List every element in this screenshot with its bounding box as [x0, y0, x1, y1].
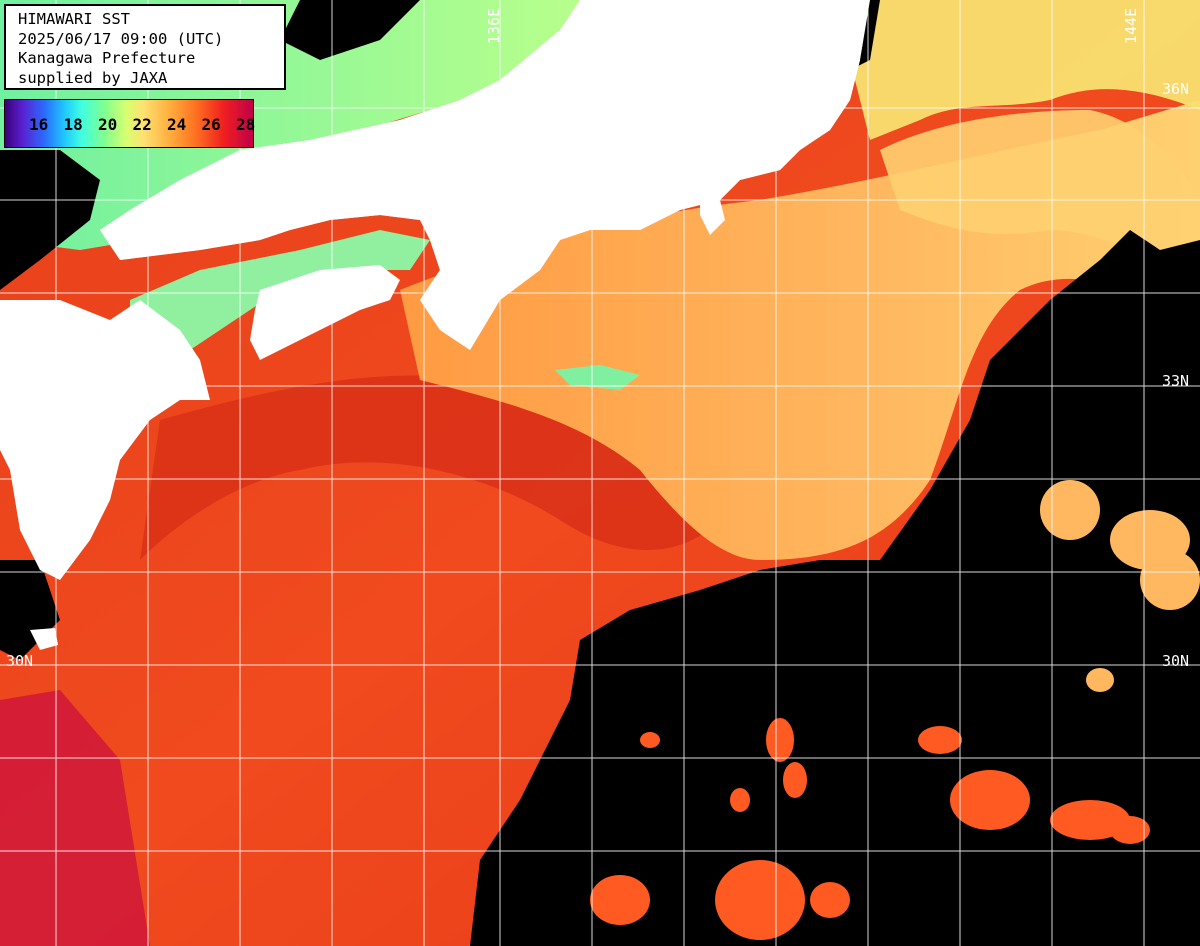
header-datetime: 2025/06/17 09:00 (UTC)	[18, 29, 224, 48]
header-credit: supplied by JAXA	[18, 68, 168, 87]
cloud-mask-nw	[0, 150, 100, 290]
scale-label-16: 16	[29, 115, 49, 134]
scale-label-26: 26	[201, 115, 221, 134]
green-east-patch	[555, 365, 640, 390]
lat-label-30n-left: 30N	[6, 652, 34, 670]
scale-label-22: 22	[132, 115, 152, 134]
lat-label-36n: 36N	[1162, 80, 1190, 98]
scale-labels: 16 18 20 22 24 26 28	[29, 115, 271, 134]
header-title: HIMAWARI SST	[18, 10, 130, 28]
land-kyushu	[0, 300, 210, 580]
land-tanegashima	[30, 628, 58, 650]
warm-patches	[590, 718, 1150, 940]
land-peninsula-ise	[480, 150, 500, 190]
temperature-scale: 16 18 20 22 24 26 28	[4, 99, 255, 148]
yellow-patches	[1040, 480, 1200, 692]
land-honshu-fix	[100, 0, 860, 350]
cloud-mask-se	[470, 230, 1200, 946]
lon-label-144e: 144E	[1122, 7, 1140, 44]
lat-label-33n: 33N	[1162, 372, 1190, 390]
inland-sea-cool	[130, 230, 430, 370]
header-organization: Kanagawa Prefecture	[18, 49, 196, 67]
lon-label-136e: 136E	[485, 7, 503, 44]
scale-label-28: 28	[236, 115, 256, 134]
lat-label-30n-right: 30N	[1162, 652, 1190, 670]
warm-core	[0, 690, 150, 946]
land-shikoku	[250, 265, 400, 360]
header-box: HIMAWARI SST 2025/06/17 09:00 (UTC) Kana…	[4, 4, 286, 90]
scale-label-20: 20	[98, 115, 118, 134]
cloud-mask-japan-sea	[280, 0, 420, 60]
scale-label-24: 24	[167, 115, 187, 134]
pacific-cool-ne	[840, 0, 1200, 140]
land-kyushu-west	[0, 370, 40, 450]
land-izu	[700, 190, 725, 235]
scale-label-18: 18	[63, 115, 83, 134]
